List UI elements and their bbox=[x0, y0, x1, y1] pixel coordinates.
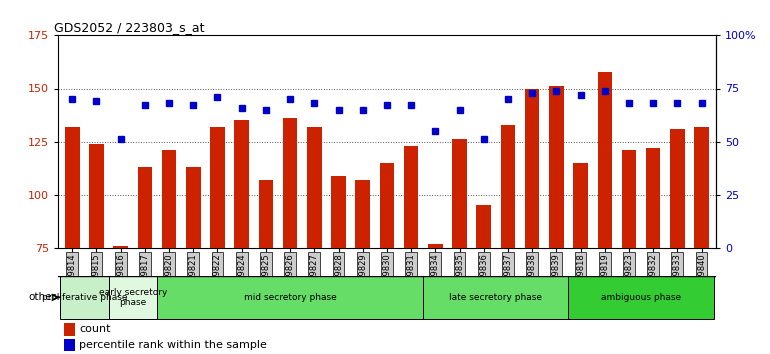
Bar bbox=[525, 88, 540, 248]
Bar bbox=[356, 180, 370, 248]
Text: percentile rank within the sample: percentile rank within the sample bbox=[79, 340, 267, 350]
Bar bbox=[380, 163, 394, 248]
Text: mid secretory phase: mid secretory phase bbox=[244, 293, 336, 302]
Bar bbox=[404, 146, 418, 248]
Text: count: count bbox=[79, 324, 111, 334]
Text: ambiguous phase: ambiguous phase bbox=[601, 293, 681, 302]
Bar bbox=[283, 118, 297, 248]
Bar bbox=[186, 167, 200, 248]
Bar bbox=[331, 176, 346, 248]
Bar bbox=[89, 144, 104, 248]
Bar bbox=[259, 180, 273, 248]
Bar bbox=[428, 244, 443, 248]
Bar bbox=[424, 276, 568, 319]
Bar bbox=[574, 163, 588, 248]
Bar bbox=[500, 125, 515, 248]
Text: early secretory
phase: early secretory phase bbox=[99, 288, 167, 307]
Bar bbox=[234, 120, 249, 248]
Bar bbox=[65, 127, 79, 248]
Bar bbox=[210, 127, 225, 248]
Bar bbox=[307, 127, 322, 248]
Bar bbox=[162, 150, 176, 248]
Bar bbox=[598, 72, 612, 248]
Bar bbox=[646, 148, 661, 248]
Bar bbox=[670, 129, 685, 248]
Bar bbox=[113, 246, 128, 248]
Text: proliferative phase: proliferative phase bbox=[42, 293, 127, 302]
Text: GDS2052 / 223803_s_at: GDS2052 / 223803_s_at bbox=[55, 21, 205, 34]
Bar bbox=[695, 127, 709, 248]
Bar bbox=[452, 139, 467, 248]
Bar bbox=[477, 205, 491, 248]
Text: other: other bbox=[28, 292, 55, 302]
Bar bbox=[549, 86, 564, 248]
Bar bbox=[621, 150, 636, 248]
Bar bbox=[138, 167, 152, 248]
Bar bbox=[109, 276, 157, 319]
Bar bbox=[568, 276, 714, 319]
Bar bbox=[65, 339, 75, 351]
Text: late secretory phase: late secretory phase bbox=[450, 293, 542, 302]
Bar bbox=[60, 276, 109, 319]
Bar bbox=[157, 276, 424, 319]
Bar bbox=[65, 323, 75, 336]
